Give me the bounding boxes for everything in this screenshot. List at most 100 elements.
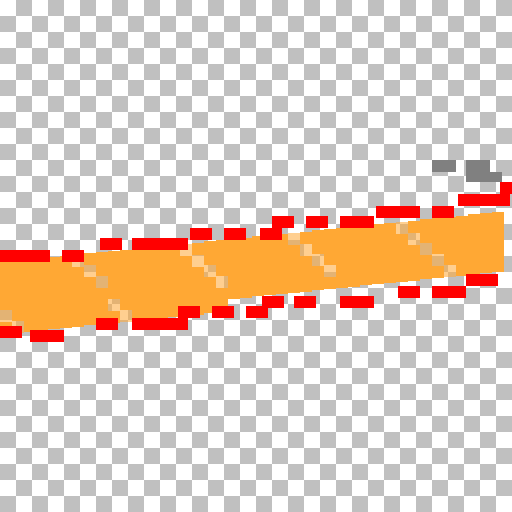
- flame-core-pixel: [48, 317, 60, 329]
- flame-core-pixel: [36, 294, 48, 306]
- flame-core-pixel: [0, 298, 12, 310]
- flame-core-pixel: [96, 276, 108, 288]
- flame-core-pixel: [312, 254, 324, 266]
- flame-edge-pixel: [352, 216, 374, 228]
- flame-core-pixel: [432, 254, 444, 266]
- flame-core-pixel: [204, 253, 216, 265]
- flame-core-pixel: [360, 249, 372, 261]
- flame-core-pixel: [168, 305, 180, 317]
- flame-edge-pixel: [260, 228, 282, 240]
- flame-edge-pixel: [0, 326, 22, 338]
- flame-core-pixel: [144, 283, 156, 295]
- flame-core-pixel: [288, 233, 300, 245]
- flame-edge-pixel: [458, 194, 480, 206]
- flame-core-pixel: [60, 316, 72, 328]
- flame-core-pixel: [228, 275, 240, 287]
- flame-core-pixel: [144, 259, 156, 271]
- flame-core-pixel: [444, 217, 456, 229]
- flame-core-pixel: [48, 269, 60, 281]
- flame-core-pixel: [396, 234, 408, 246]
- flame-core-pixel: [180, 256, 192, 268]
- flame-core-pixel: [84, 253, 96, 265]
- flame-core-pixel: [48, 281, 60, 293]
- flame-core-pixel: [204, 277, 216, 289]
- flame-core-pixel: [72, 303, 84, 315]
- flame-core-pixel: [120, 310, 132, 322]
- flame-core-pixel: [144, 295, 156, 307]
- flame-core-pixel: [192, 255, 204, 267]
- flame-core-pixel: [12, 285, 24, 297]
- flame-core-pixel: [156, 306, 168, 318]
- flame-core-pixel: [468, 238, 480, 250]
- flame-core-pixel: [72, 279, 84, 291]
- flame-core-pixel: [324, 241, 336, 253]
- flame-core-pixel: [348, 227, 360, 239]
- flame-core-pixel: [24, 260, 36, 272]
- flame-core-pixel: [432, 242, 444, 254]
- flame-core-pixel: [312, 278, 324, 290]
- flame-core-pixel: [120, 274, 132, 286]
- flame-core-pixel: [0, 286, 12, 298]
- flame-core-pixel: [336, 264, 348, 276]
- flame-edge-pixel: [432, 206, 454, 218]
- flame-core-pixel: [144, 271, 156, 283]
- flame-edge-pixel: [376, 206, 398, 218]
- flame-core-pixel: [24, 272, 36, 284]
- flame-core-pixel: [444, 253, 456, 265]
- flame-core-pixel: [180, 268, 192, 280]
- flame-core-pixel: [144, 307, 156, 319]
- flame-edge-pixel: [144, 318, 166, 330]
- flame-core-pixel: [156, 294, 168, 306]
- flame-core-pixel: [300, 244, 312, 256]
- flame-core-pixel: [168, 293, 180, 305]
- flame-core-pixel: [300, 268, 312, 280]
- flame-core-pixel: [24, 308, 36, 320]
- flame-core-pixel: [132, 261, 144, 273]
- flame-core-pixel: [336, 276, 348, 288]
- flame-core-pixel: [228, 287, 240, 299]
- flame-core-pixel: [396, 222, 408, 234]
- flame-core-pixel: [372, 248, 384, 260]
- flame-core-pixel: [156, 282, 168, 294]
- flame-edge-pixel: [42, 330, 64, 342]
- flame-core-pixel: [72, 315, 84, 327]
- flame-core-pixel: [120, 286, 132, 298]
- flame-core-pixel: [60, 268, 72, 280]
- flame-core-pixel: [252, 260, 264, 272]
- flame-core-pixel: [432, 230, 444, 242]
- flame-core-pixel: [456, 240, 468, 252]
- flame-core-pixel: [408, 257, 420, 269]
- flame-edge-pixel: [166, 238, 188, 250]
- flame-core-pixel: [348, 263, 360, 275]
- flame-core-pixel: [312, 230, 324, 242]
- flame-core-pixel: [0, 310, 12, 322]
- flame-edge-pixel: [224, 228, 246, 240]
- flame-core-pixel: [108, 251, 120, 263]
- flame-core-pixel: [96, 252, 108, 264]
- flame-core-pixel: [132, 249, 144, 261]
- flame-edge-pixel: [294, 296, 316, 308]
- flame-edge-pixel: [262, 296, 284, 308]
- flame-core-pixel: [24, 284, 36, 296]
- flame-core-pixel: [408, 269, 420, 281]
- flame-core-pixel: [204, 289, 216, 301]
- smoke-pixel: [466, 160, 490, 182]
- flame-core-pixel: [384, 271, 396, 283]
- flame-core-pixel: [48, 257, 60, 269]
- flame-core-pixel: [36, 318, 48, 330]
- flame-core-pixel: [36, 270, 48, 282]
- flame-core-pixel: [420, 219, 432, 231]
- flame-core-pixel: [276, 282, 288, 294]
- flame-core-pixel: [12, 273, 24, 285]
- flame-core-pixel: [444, 229, 456, 241]
- flame-core-pixel: [36, 306, 48, 318]
- smoke-pixel: [490, 172, 502, 182]
- flame-core-pixel: [456, 216, 468, 228]
- flame-core-pixel: [84, 313, 96, 325]
- flame-core-pixel: [204, 265, 216, 277]
- flame-core-pixel: [252, 284, 264, 296]
- flame-core-pixel: [312, 242, 324, 254]
- flame-edge-pixel: [190, 228, 212, 240]
